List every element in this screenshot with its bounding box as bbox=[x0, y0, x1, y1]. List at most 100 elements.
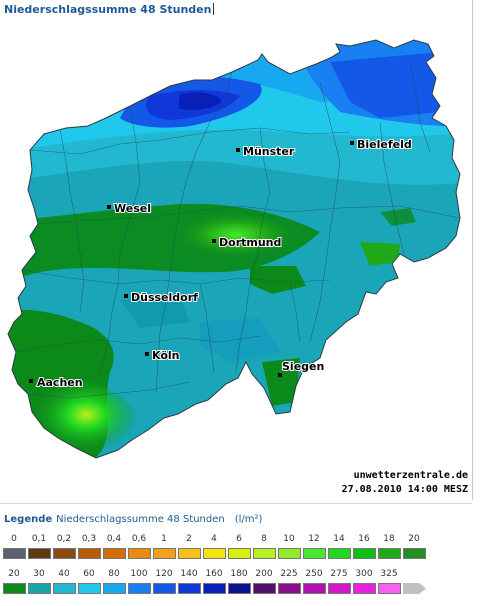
legend-swatch bbox=[128, 548, 151, 559]
city-label-wesel: Wesel bbox=[114, 202, 151, 215]
legend-swatch bbox=[328, 548, 351, 559]
legend-swatch bbox=[353, 583, 376, 594]
legend-swatch bbox=[203, 583, 226, 594]
city-munster[interactable]: Münster bbox=[236, 144, 296, 159]
legend-label: Legende bbox=[4, 514, 53, 525]
legend-header: Legende Niederschlagssumme 48 Stunden (l/m… bbox=[4, 514, 262, 525]
legend-swatch bbox=[353, 548, 376, 559]
legend-value-label: 6 bbox=[236, 534, 242, 544]
legend-swatch bbox=[103, 548, 126, 559]
legend-value-label: 0,2 bbox=[56, 534, 72, 544]
city-label-siegen: Siegen bbox=[282, 360, 324, 373]
legend-value-label: 300 bbox=[355, 569, 373, 579]
legend-value-label: 200 bbox=[255, 569, 273, 579]
legend-swatch bbox=[53, 583, 76, 594]
city-aachen[interactable]: Aachen bbox=[29, 375, 84, 390]
legend-value-label: 20 bbox=[8, 569, 20, 579]
legend-swatch bbox=[153, 548, 176, 559]
legend-value-label: 0 bbox=[11, 534, 17, 544]
legend-swatch bbox=[228, 548, 251, 559]
legend-swatch bbox=[53, 548, 76, 559]
city-label-koln: Köln bbox=[152, 349, 180, 362]
legend-swatch bbox=[28, 583, 51, 594]
city-bielefeld[interactable]: Bielefeld bbox=[350, 137, 413, 152]
legend-value-label: 0,6 bbox=[131, 534, 147, 544]
city-wesel[interactable]: Wesel bbox=[107, 201, 152, 216]
legend-value-label: 325 bbox=[380, 569, 398, 579]
city-marker-munster bbox=[236, 148, 240, 152]
city-marker-aachen bbox=[29, 379, 33, 383]
legend-swatch bbox=[3, 583, 26, 594]
legend-value-label: 8 bbox=[261, 534, 267, 544]
city-marker-dortmund bbox=[212, 239, 216, 243]
legend-value-label: 0,1 bbox=[31, 534, 47, 544]
legend-value-label: 10 bbox=[283, 534, 295, 544]
legend-value-label: 0,3 bbox=[81, 534, 97, 544]
legend-swatch bbox=[28, 548, 51, 559]
legend-value-label: 20 bbox=[408, 534, 420, 544]
legend-swatch bbox=[278, 583, 301, 594]
legend-value-label: 14 bbox=[333, 534, 345, 544]
legend-value-label: 120 bbox=[155, 569, 173, 579]
legend-swatch bbox=[203, 548, 226, 559]
legend-value-label: 18 bbox=[383, 534, 395, 544]
legend-swatch bbox=[378, 583, 401, 594]
legend-swatch bbox=[103, 583, 126, 594]
legend-swatch bbox=[378, 548, 401, 559]
state-border bbox=[7, 39, 461, 459]
legend-unit: (l/m²) bbox=[234, 514, 263, 525]
legend-value-label: 140 bbox=[180, 569, 198, 579]
legend-value-label: 0,4 bbox=[106, 534, 122, 544]
city-marker-siegen bbox=[278, 373, 282, 377]
page-title-text: Niederschlagssumme 48 Stunden bbox=[4, 3, 212, 16]
legend-swatch bbox=[153, 583, 176, 594]
city-siegen[interactable]: Siegen bbox=[278, 359, 325, 377]
legend-swatch bbox=[178, 583, 201, 594]
legend-value-label: 1 bbox=[161, 534, 167, 544]
legend-swatch bbox=[178, 548, 201, 559]
legend-value-label: 160 bbox=[205, 569, 223, 579]
legend-swatch bbox=[303, 548, 326, 559]
city-label-aachen: Aachen bbox=[37, 376, 83, 389]
legend-title: Niederschlagssumme 48 Stunden bbox=[56, 514, 225, 525]
legend-value-label: 16 bbox=[358, 534, 370, 544]
legend-swatch bbox=[128, 583, 151, 594]
city-dortmund[interactable]: Dortmund bbox=[212, 235, 282, 250]
legend-swatch bbox=[303, 583, 326, 594]
text-cursor bbox=[213, 3, 215, 15]
district-borders bbox=[15, 61, 460, 399]
legend-value-label: 275 bbox=[330, 569, 348, 579]
legend-divider bbox=[0, 503, 472, 504]
city-label-dortmund: Dortmund bbox=[219, 236, 281, 249]
legend-swatch bbox=[328, 583, 351, 594]
city-marker-dusseldorf bbox=[124, 294, 128, 298]
city-marker-bielefeld bbox=[350, 141, 354, 145]
precipitation-map[interactable]: Münster Bielefeld Wesel Dortmund Düsseld… bbox=[0, 22, 472, 500]
legend-value-label: 250 bbox=[305, 569, 323, 579]
city-label-dusseldorf: Düsseldorf bbox=[131, 291, 198, 304]
legend-value-label: 180 bbox=[230, 569, 248, 579]
credit-site: unwetterzentrale.de bbox=[354, 470, 468, 481]
city-koln[interactable]: Köln bbox=[145, 348, 181, 363]
city-marker-wesel bbox=[107, 205, 111, 209]
legend-swatch bbox=[78, 583, 101, 594]
legend-value-label: 225 bbox=[280, 569, 298, 579]
city-label-bielefeld: Bielefeld bbox=[357, 138, 412, 151]
credit-timestamp: 27.08.2010 14:00 MESZ bbox=[342, 484, 468, 495]
legend-value-label: 60 bbox=[83, 569, 95, 579]
legend-value-label: 2 bbox=[186, 534, 192, 544]
legend-swatch bbox=[3, 548, 26, 559]
legend-swatch bbox=[253, 583, 276, 594]
legend-value-label: 40 bbox=[58, 569, 70, 579]
legend-swatch bbox=[403, 548, 426, 559]
legend-swatch bbox=[253, 548, 276, 559]
city-marker-koln bbox=[145, 352, 149, 356]
legend-swatch bbox=[78, 548, 101, 559]
city-label-munster: Münster bbox=[243, 145, 295, 158]
city-dusseldorf[interactable]: Düsseldorf bbox=[124, 290, 199, 305]
legend-value-label: 30 bbox=[33, 569, 45, 579]
legend-value-label: 4 bbox=[211, 534, 217, 544]
frame-edge bbox=[472, 0, 473, 500]
legend-value-label: 80 bbox=[108, 569, 120, 579]
legend-value-label: 12 bbox=[308, 534, 320, 544]
